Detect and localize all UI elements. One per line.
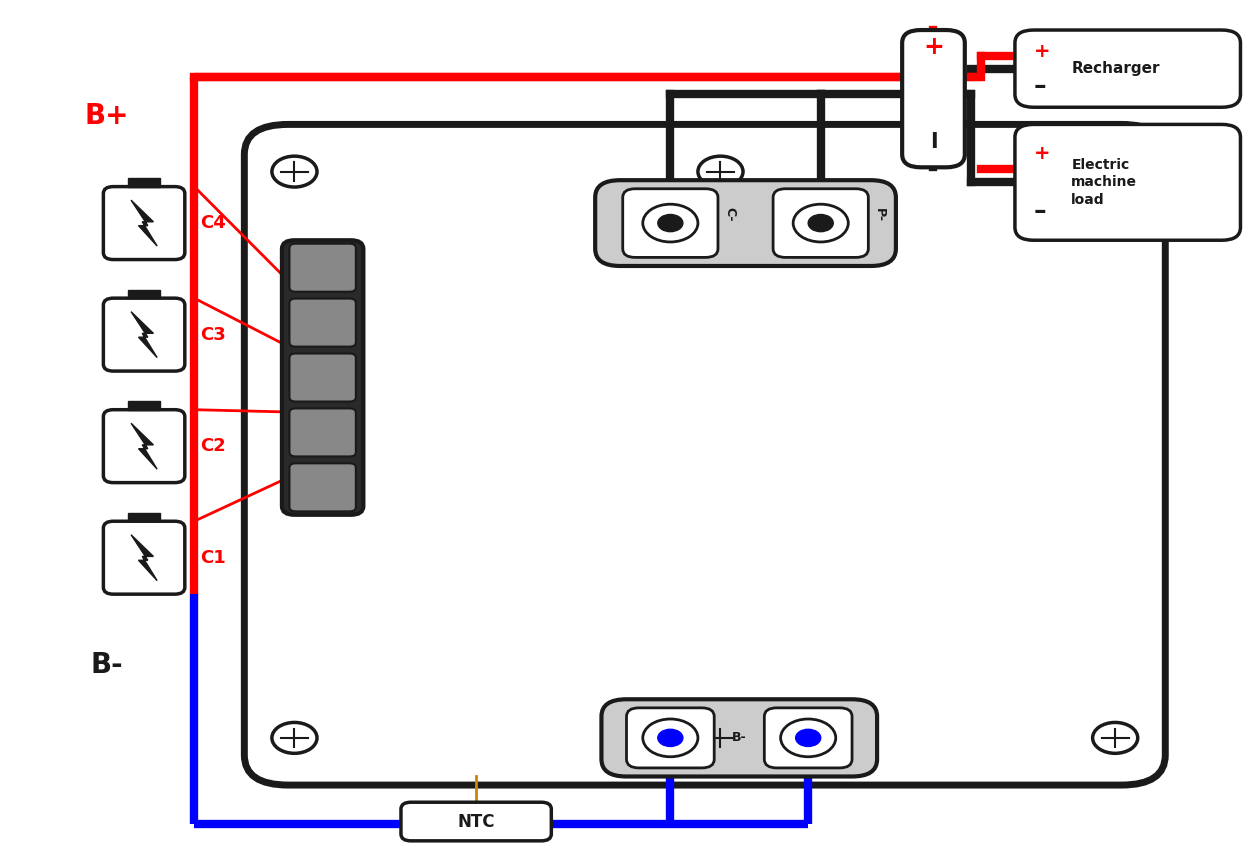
- Circle shape: [658, 214, 683, 232]
- Circle shape: [781, 719, 836, 757]
- Text: +: +: [1034, 144, 1050, 163]
- FancyBboxPatch shape: [289, 244, 356, 292]
- Text: C1: C1: [200, 549, 226, 566]
- Polygon shape: [132, 311, 157, 358]
- Circle shape: [658, 729, 683, 746]
- Text: load: load: [1071, 193, 1105, 207]
- FancyBboxPatch shape: [623, 189, 718, 257]
- Text: C2: C2: [200, 438, 226, 455]
- Text: +: +: [1034, 42, 1050, 61]
- Text: P-: P-: [873, 208, 886, 221]
- FancyBboxPatch shape: [1015, 124, 1240, 240]
- Text: +: +: [923, 35, 944, 59]
- Bar: [129, 402, 160, 410]
- FancyBboxPatch shape: [103, 410, 185, 482]
- Circle shape: [272, 722, 317, 753]
- Text: C-: C-: [723, 208, 736, 221]
- Circle shape: [1093, 722, 1138, 753]
- FancyBboxPatch shape: [282, 240, 363, 515]
- Text: B-: B-: [732, 731, 747, 745]
- FancyBboxPatch shape: [289, 299, 356, 347]
- FancyBboxPatch shape: [902, 30, 965, 167]
- Circle shape: [793, 204, 848, 242]
- FancyBboxPatch shape: [103, 522, 185, 594]
- FancyBboxPatch shape: [289, 463, 356, 511]
- Text: Recharger: Recharger: [1071, 61, 1160, 76]
- Text: Electric: Electric: [1071, 158, 1129, 172]
- Circle shape: [698, 156, 743, 187]
- Text: B-: B-: [90, 651, 123, 679]
- Bar: [129, 513, 160, 522]
- Text: C3: C3: [200, 326, 226, 343]
- Text: –: –: [1034, 74, 1046, 98]
- Circle shape: [796, 729, 821, 746]
- FancyBboxPatch shape: [595, 180, 896, 266]
- Text: NTC: NTC: [457, 813, 495, 831]
- FancyBboxPatch shape: [401, 802, 551, 841]
- Bar: [129, 178, 160, 187]
- Polygon shape: [132, 535, 157, 581]
- FancyBboxPatch shape: [1015, 30, 1240, 107]
- FancyBboxPatch shape: [103, 298, 185, 371]
- Circle shape: [643, 204, 698, 242]
- Text: machine: machine: [1071, 175, 1138, 190]
- FancyBboxPatch shape: [773, 189, 868, 257]
- Polygon shape: [132, 423, 157, 469]
- FancyBboxPatch shape: [289, 353, 356, 402]
- FancyBboxPatch shape: [289, 408, 356, 456]
- FancyBboxPatch shape: [601, 699, 877, 776]
- Circle shape: [1093, 156, 1138, 187]
- Bar: [129, 289, 160, 298]
- Text: C4: C4: [200, 214, 226, 232]
- Circle shape: [808, 214, 833, 232]
- Polygon shape: [132, 200, 157, 246]
- Circle shape: [698, 722, 743, 753]
- Text: l: l: [930, 131, 937, 152]
- FancyBboxPatch shape: [626, 708, 714, 768]
- Text: B+: B+: [84, 102, 129, 130]
- Circle shape: [272, 156, 317, 187]
- Text: –: –: [1034, 199, 1046, 223]
- FancyBboxPatch shape: [103, 187, 185, 259]
- FancyBboxPatch shape: [244, 124, 1165, 785]
- Circle shape: [643, 719, 698, 757]
- FancyBboxPatch shape: [764, 708, 852, 768]
